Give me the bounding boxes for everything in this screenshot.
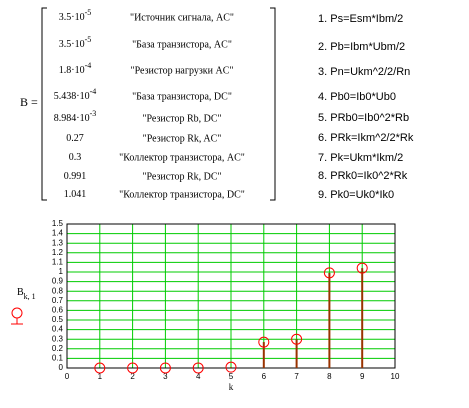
x-tick-label: 10 — [391, 372, 400, 381]
matrix-label: "Источник сигнала, AC" — [130, 12, 234, 23]
matrix-value: 5.438·10-4 — [54, 87, 97, 102]
y-tick-label: 0.4 — [52, 325, 64, 334]
value-base: 0.3 — [69, 152, 82, 163]
formula: 4. Pb0=Ib0*Ub0 — [318, 91, 396, 103]
x-tick-label: 7 — [294, 372, 299, 381]
x-tick-label: 6 — [262, 372, 267, 381]
formula: 3. Pn=Ukm^2/2/Rn — [318, 66, 410, 78]
matrix-label: "Резистор Rk, AC" — [143, 133, 222, 144]
marker — [356, 262, 368, 274]
matrix-value: 0.27 — [66, 133, 84, 144]
matrix-label: "База транзистора, AC" — [132, 39, 232, 50]
value-base: 1.041 — [64, 189, 87, 200]
y-tick-label: 0.3 — [52, 334, 64, 343]
marker — [225, 361, 237, 373]
value-base: 0.991 — [64, 171, 87, 182]
marker — [127, 362, 139, 374]
y-tick-label: 0.2 — [52, 344, 64, 353]
formula: 2. Pb=Ibm*Ubm/2 — [318, 41, 405, 53]
y-tick-label: 1.3 — [52, 238, 64, 247]
value-base: 8.984·10 — [54, 113, 90, 124]
value-base: 3.5·10 — [59, 12, 85, 23]
x-tick-label: 1 — [98, 372, 103, 381]
value-base: 1.8·10 — [59, 65, 85, 76]
matrix-value: 3.5·10-5 — [59, 8, 92, 23]
matrix-value: 1.8·10-4 — [59, 61, 92, 76]
value-base: 0.27 — [66, 133, 84, 144]
formula: 9. Pk0=Uk0*Ik0 — [318, 189, 394, 201]
x-tick-label: 5 — [229, 372, 234, 381]
value-base: 3.5·10 — [59, 39, 85, 50]
matrix-label: "Резистор Rk, DC" — [142, 171, 221, 182]
y-tick-label: 1 — [59, 267, 64, 276]
y-tick-label: 0.5 — [52, 315, 64, 324]
formula: 6. PRk=Ikm^2/2*Rk — [318, 132, 414, 144]
y-tick-label: 0.8 — [52, 286, 64, 295]
matrix-value: 8.984·10-3 — [54, 109, 97, 124]
x-tick-label: 8 — [327, 372, 332, 381]
matrix-name: B = — [20, 95, 38, 109]
y-tick-label: 1.5 — [52, 219, 64, 228]
y-label-sub: k, 1 — [24, 292, 36, 301]
marker — [159, 362, 171, 374]
matrix-label: "Коллектор транзистора, AC" — [119, 152, 245, 163]
marker — [94, 362, 106, 374]
legend-marker — [11, 307, 23, 319]
y-tick-label: 0.6 — [52, 306, 64, 315]
y-tick-label: 0.1 — [52, 354, 64, 363]
matrix-value: 1.041 — [64, 189, 87, 200]
value-exponent: -5 — [85, 35, 92, 44]
formula: 5. PRb0=Ib0^2*Rb — [318, 112, 409, 124]
matrix-value: 0.3 — [69, 152, 82, 163]
y-axis-label: Bk, 1 — [17, 287, 36, 301]
matrix-label: "Коллектор транзистора, DC" — [119, 189, 245, 200]
x-tick-label: 4 — [196, 372, 201, 381]
x-tick-label: 9 — [360, 372, 365, 381]
value-exponent: -4 — [90, 87, 97, 96]
x-axis-label: k — [229, 382, 234, 392]
value-base: 5.438·10 — [54, 91, 90, 102]
marker — [258, 336, 270, 348]
bracket — [41, 7, 47, 201]
x-tick-label: 0 — [65, 372, 70, 381]
matrix-value: 3.5·10-5 — [59, 35, 92, 50]
bracket — [270, 7, 276, 201]
formula: 7. Pk=Ukm*Ikm/2 — [318, 152, 403, 164]
x-tick-label: 3 — [163, 372, 168, 381]
y-tick-label: 0.7 — [52, 296, 64, 305]
value-exponent: -3 — [90, 109, 97, 118]
formula: 1. Ps=Esm*Ibm/2 — [318, 13, 403, 25]
value-exponent: -5 — [85, 8, 92, 17]
y-tick-label: 1.1 — [52, 258, 64, 267]
x-tick-label: 2 — [130, 372, 135, 381]
matrix-label: "Резистор нагрузки AC" — [131, 65, 234, 76]
y-tick-label: 1.2 — [52, 248, 64, 257]
matrix-label: "База транзистора, DC" — [132, 91, 232, 102]
y-label-base: B — [17, 287, 24, 298]
marker — [192, 362, 204, 374]
marker — [323, 267, 335, 279]
matrix-label: "Резистор Rb, DC" — [142, 113, 221, 124]
marker — [291, 333, 303, 345]
y-tick-label: 0.9 — [52, 277, 64, 286]
formula: 8. PRk0=Ik0^2*Rk — [318, 170, 408, 182]
value-exponent: -4 — [85, 61, 92, 70]
matrix-value: 0.991 — [64, 171, 87, 182]
y-tick-label: 1.4 — [52, 229, 64, 238]
y-tick-label: 0 — [59, 363, 64, 372]
